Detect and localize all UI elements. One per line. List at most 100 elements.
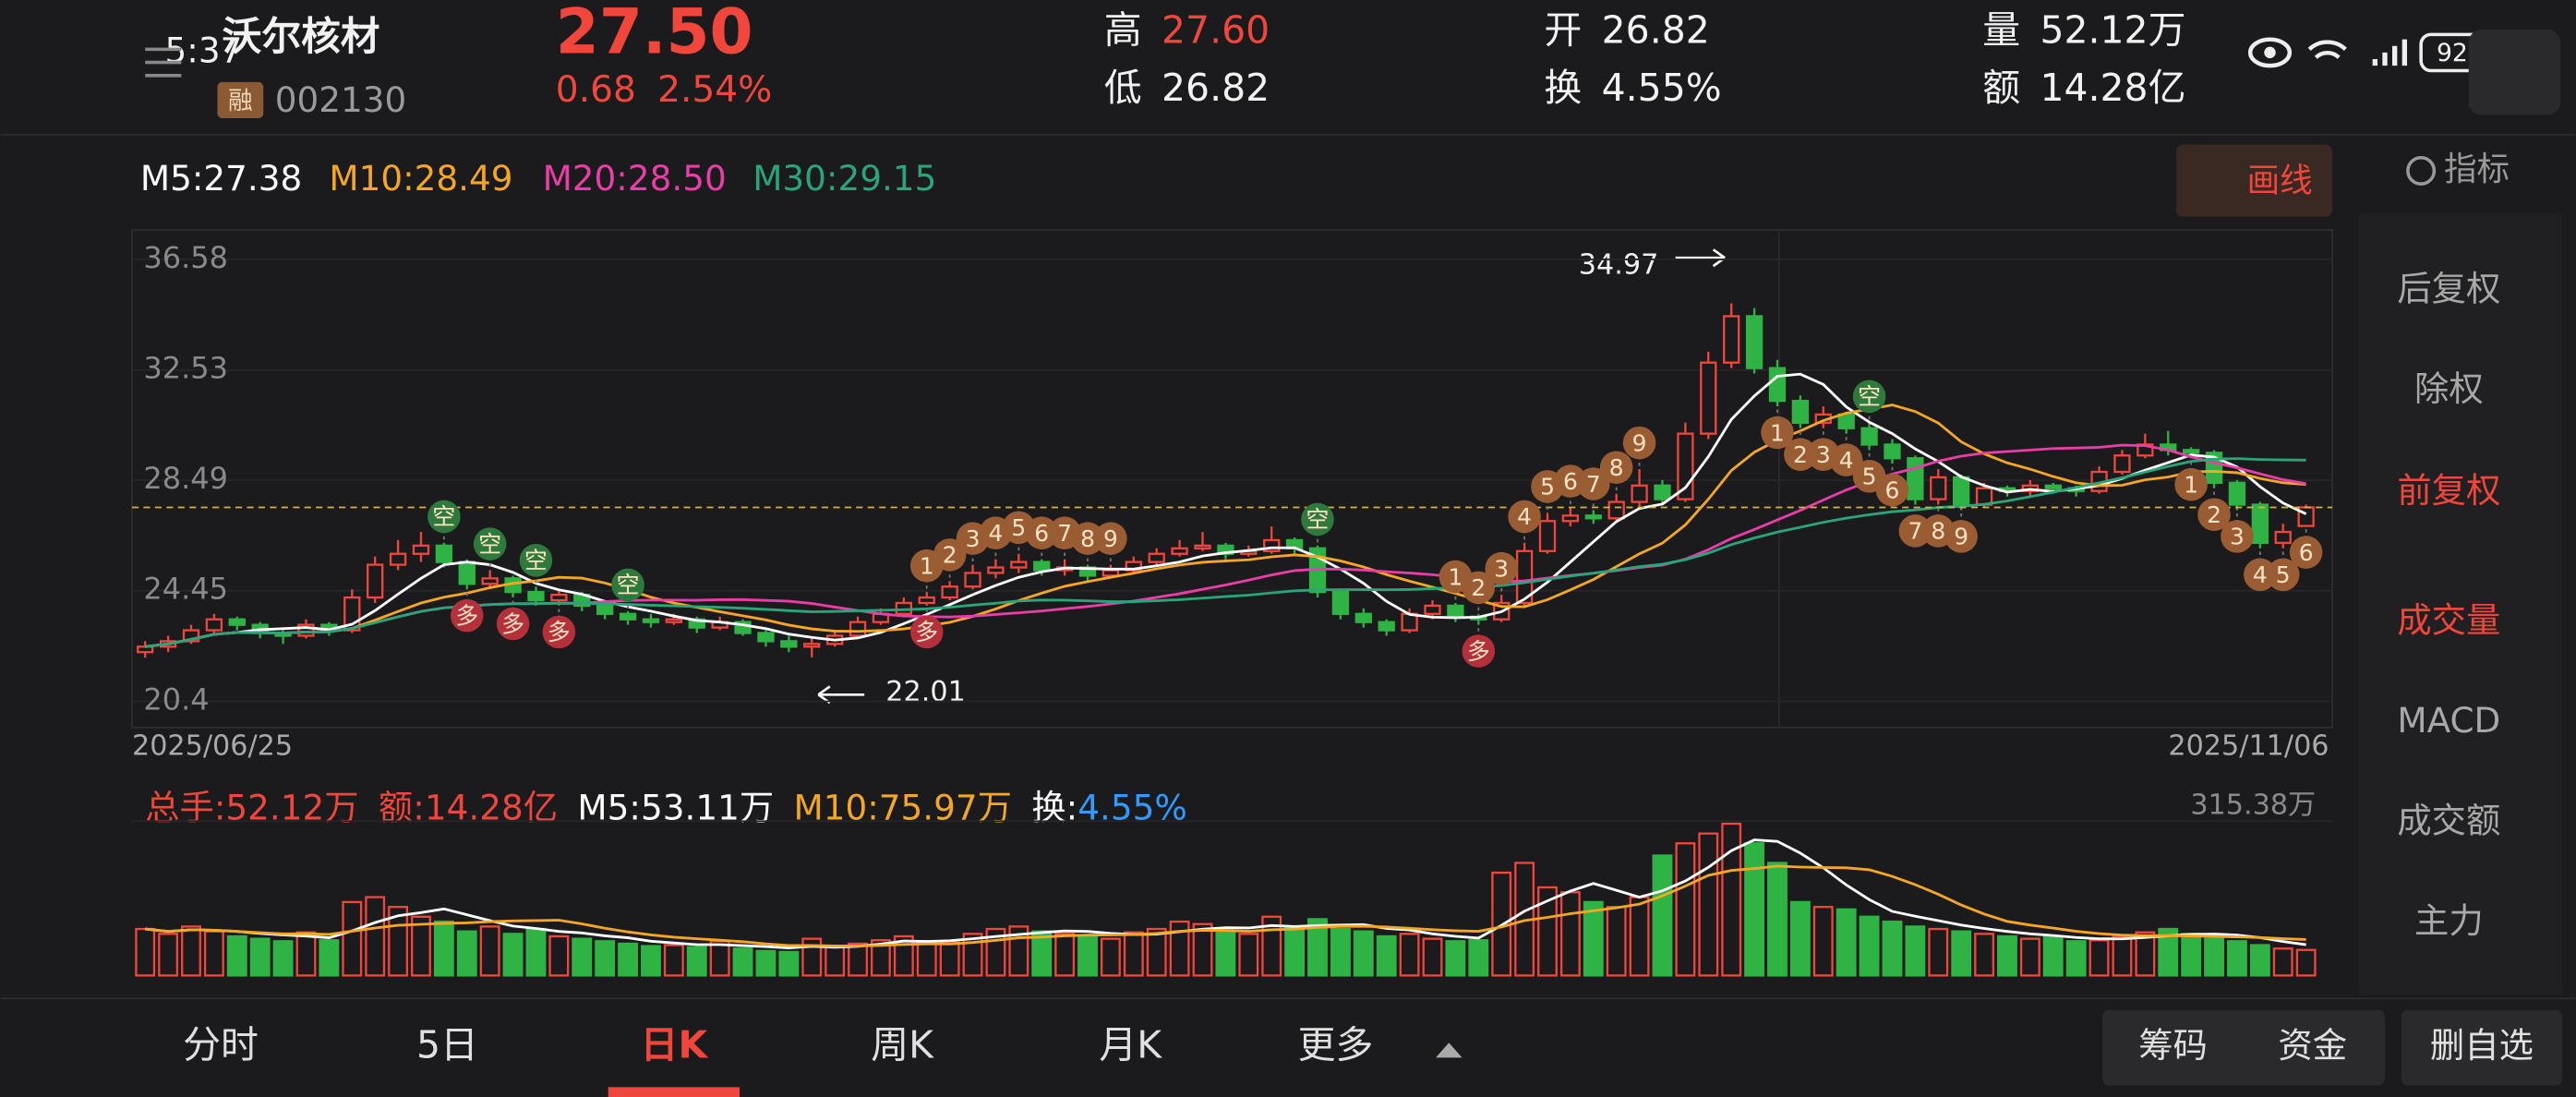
candle-body [780, 640, 798, 648]
volume-bar [1169, 920, 1190, 977]
side-menu [2358, 213, 2563, 995]
volume-bar [663, 944, 684, 977]
volume-bar [1100, 937, 1121, 977]
candle-body [918, 596, 935, 605]
marker-bg [1071, 522, 1104, 555]
signal-marker: 4 [2253, 561, 2268, 588]
volume-bar [1192, 922, 1213, 977]
button[interactable]: 资金 [2278, 1025, 2347, 1066]
tab[interactable]: 更多 [1298, 1023, 1374, 1067]
candle-body [803, 643, 821, 648]
tab[interactable]: 月K [1099, 1023, 1162, 1067]
candle-body [1194, 544, 1211, 549]
tab[interactable]: 分时 [183, 1023, 259, 1067]
stat-label: 换 [1544, 66, 1582, 110]
volume-bar [1376, 934, 1397, 977]
stat-value: 4.55% [1602, 66, 1722, 110]
volume-bar [2249, 944, 2270, 977]
signal-marker: 2 [943, 542, 957, 569]
volume-bar [618, 942, 639, 977]
signal-marker: 6 [1034, 520, 1049, 547]
signal-marker: 8 [1609, 454, 1624, 481]
menu-item[interactable]: MACD [2397, 700, 2500, 741]
signal-marker: 7 [1908, 518, 1922, 545]
signal-marker: 2 [2207, 501, 2221, 528]
indicator-button[interactable]: 指标 [2444, 151, 2510, 188]
signal-marker: 2 [1793, 441, 1808, 468]
candle-body [1447, 604, 1464, 618]
more-arrow [1436, 1043, 1463, 1058]
volume-bar [158, 933, 179, 977]
volume-bar [572, 937, 593, 977]
marker-bg [1784, 438, 1817, 471]
marker-bg [2244, 558, 2277, 592]
menu-item[interactable]: 成交量 [2397, 600, 2500, 641]
max-label: 34.97 [1579, 249, 1659, 282]
candle-body [1654, 484, 1671, 500]
button[interactable]: 筹码 [2138, 1025, 2208, 1066]
tab[interactable]: 周K [871, 1023, 934, 1067]
marker-bg [2174, 467, 2208, 501]
signal-marker: 8 [1931, 518, 1945, 545]
draw-button[interactable] [2176, 144, 2333, 217]
candle-body [596, 604, 614, 615]
candle-body [1745, 315, 1763, 369]
candle-body [1631, 484, 1648, 503]
volume-bar [2272, 947, 2293, 977]
volume-bar [456, 930, 477, 977]
volume-bar [1652, 854, 1673, 977]
volume-bar [1744, 842, 1765, 977]
volume-bar [433, 920, 454, 977]
marker-bg [2197, 498, 2231, 532]
marker-bg [542, 615, 576, 649]
marker-bg [427, 500, 461, 534]
menu-icon[interactable] [145, 47, 182, 78]
signal-marker: 3 [1494, 555, 1509, 582]
volume-bar [1146, 927, 1167, 977]
volume-bar [2227, 940, 2247, 977]
marker-bg [611, 568, 644, 602]
menu-item[interactable]: 主力 [2414, 900, 2484, 941]
tab[interactable]: 5日 [416, 1023, 478, 1067]
signal-marker: 1 [920, 552, 934, 579]
y-tick-label: 24.45 [143, 572, 228, 607]
signal-marker: 多 [501, 610, 524, 637]
volume-bar [1468, 939, 1489, 977]
date-end: 2025/11/06 [2168, 730, 2329, 763]
y-tick-label: 315.38万 [2190, 790, 2316, 822]
stat-value: 52.12万 [2040, 8, 2186, 53]
marker-bg [1577, 467, 1610, 500]
candle-body [1700, 361, 1717, 435]
candle-body [1607, 500, 1625, 520]
candle-body [1538, 520, 1557, 552]
volume-bar [778, 950, 800, 977]
signal-marker: 7 [1586, 471, 1601, 498]
menu-item[interactable]: 前复权 [2397, 470, 2500, 511]
volume-bar [1905, 925, 1926, 977]
menu-item[interactable]: 除权 [2414, 368, 2484, 409]
candle-body [367, 563, 384, 599]
ma-line [145, 372, 2307, 648]
marker-bg [1898, 514, 1932, 548]
volume-bar [893, 934, 914, 977]
volume-bar [755, 949, 776, 977]
y-tick-label: 32.53 [143, 351, 228, 386]
signal-marker: 4 [1839, 447, 1854, 474]
menu-item[interactable]: 后复权 [2397, 268, 2500, 308]
tab-underline [608, 1087, 740, 1097]
stat-label: 高 [1104, 8, 1142, 53]
menu-item[interactable]: 成交额 [2397, 801, 2500, 841]
volume-bar [686, 946, 707, 977]
marker-bg [1944, 520, 1978, 553]
button[interactable]: 删自选 [2430, 1025, 2534, 1066]
signal-marker: 空 [524, 548, 548, 574]
marker-bg [496, 607, 530, 641]
volume-bar [1721, 822, 1742, 977]
button-group [2102, 1009, 2385, 1086]
candle-body [2251, 503, 2269, 545]
volume-bar [2295, 948, 2317, 977]
tab[interactable]: 日K [641, 1023, 709, 1067]
change-pct: 2.54% [657, 69, 772, 111]
